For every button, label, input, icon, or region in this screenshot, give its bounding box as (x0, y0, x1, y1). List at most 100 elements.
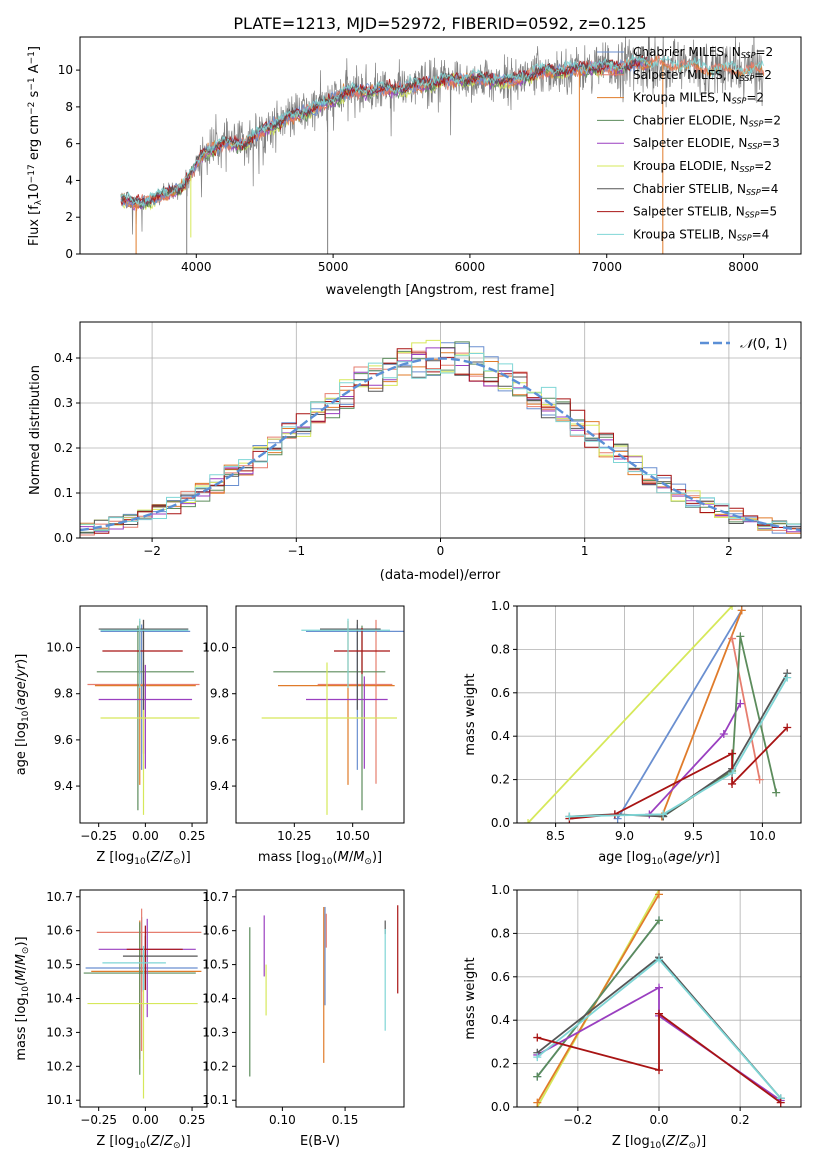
figure-title: PLATE=1213, MJD=52972, FIBERID=0592, z=0… (233, 14, 646, 33)
plot-area (120, 37, 765, 254)
legend-entry: Kroupa MILES, NSSP=2 (633, 91, 764, 106)
y-axis-label: age [log10(age/yr)] (14, 654, 31, 776)
axes-frame (79, 605, 208, 824)
y-tick-label: 2 (65, 210, 73, 224)
y-tick-label: 10.0 (202, 641, 229, 655)
series-salpeter-elodie (648, 703, 742, 815)
x-tick-label: 0.00 (132, 829, 159, 843)
spectrum-panel: 4000 5000 6000 7000 8000 0 2 4 6 8 10 wavelength [A… (27, 36, 802, 298)
y-axis-label: mass weight (463, 673, 478, 755)
y-tick-label: 0.2 (491, 1057, 510, 1071)
marker-plus (728, 779, 737, 788)
marker-plus (776, 1098, 785, 1107)
y-tick-label: 10.4 (202, 992, 229, 1006)
legend-entry: Chabrier ELODIE, NSSP=2 (633, 113, 781, 128)
y-tick-label: 0.6 (491, 686, 510, 700)
y-tick-label: 9.6 (210, 733, 229, 747)
x-tick-label: 10.0 (749, 829, 776, 843)
legend-entry: Kroupa ELODIE, NSSP=2 (633, 159, 772, 174)
x-axis-label: age [log10(age/yr)] (598, 850, 720, 867)
marker-plus (728, 634, 737, 643)
marker-plus (533, 1053, 542, 1062)
series-salpeter-miles (731, 638, 761, 780)
x-tick-label: 0.00 (132, 1113, 159, 1127)
legend-entry: Salpeter ELODIE, NSSP=3 (633, 136, 780, 151)
y-tick-label: 10.6 (46, 924, 73, 938)
marker-plus (737, 606, 746, 615)
plot-area (533, 890, 785, 1107)
series-kroupa-elodie (527, 606, 733, 823)
marker-plus (565, 812, 574, 821)
y-tick-label: 0.4 (54, 351, 73, 365)
marker-plus (755, 775, 764, 784)
marker-plus (736, 632, 745, 641)
legend-entry: Chabrier MILES, NSSP=2 (633, 45, 773, 60)
x-axis-label: Z [log10(Z/Z⊙)] (612, 1134, 706, 1151)
marker-plus (659, 810, 668, 819)
series-kroupa-miles (660, 609, 743, 817)
marker-plus (783, 673, 792, 682)
marker-plus (533, 1098, 542, 1107)
y-tick-label: 0.8 (491, 642, 510, 656)
y-axis-label: mass weight (463, 957, 478, 1039)
marker-plus (719, 730, 728, 739)
marker-plus (728, 769, 737, 778)
x-tick-label: 0.2 (731, 1113, 750, 1127)
ebv-mass-panel: 0.10 0.15 10.1 10.2 10.3 10.4 10.5 10.6 10.7 E(B-… (202, 889, 405, 1149)
x-tick-label: 2 (725, 544, 733, 558)
y-tick-label: 0.6 (491, 970, 510, 984)
x-tick-label: 4000 (181, 260, 212, 274)
y-axis-label: mass [log10(M/M⊙)] (14, 936, 31, 1060)
y-tick-label: 0.0 (491, 816, 510, 830)
x-tick-label: 8000 (728, 260, 759, 274)
marker-plus (728, 749, 737, 758)
y-tick-label: 10.7 (46, 890, 73, 904)
residual-histogram-panel: −2 −1 0 1 2 0.0 0.1 0.2 0.3 0.4 (data-model)/error… (28, 321, 802, 583)
x-tick-label: −0.2 (563, 1113, 592, 1127)
y-tick-label: 10.1 (202, 1093, 229, 1107)
y-tick-label: 1.0 (491, 599, 510, 613)
gaussian-curve (80, 357, 801, 532)
x-tick-label: 1 (581, 544, 589, 558)
x-tick-label: 9.5 (684, 829, 703, 843)
x-tick-label: 0.10 (269, 1113, 296, 1127)
y-tick-label: 0.0 (491, 1100, 510, 1114)
series-chabrier-miles (616, 609, 743, 820)
axes-frame (79, 36, 802, 255)
y-tick-label: 10.2 (46, 1059, 73, 1073)
x-tick-label: 0.25 (179, 1113, 206, 1127)
y-tick-label: 0.2 (491, 773, 510, 787)
x-tick-label: 10.25 (277, 829, 311, 843)
y-tick-label: 9.4 (54, 779, 73, 793)
y-tick-label: 10.5 (202, 958, 229, 972)
model-spectrum-kroupa-stelib (120, 54, 765, 208)
y-tick-label: 10.0 (46, 641, 73, 655)
marker-plus (655, 890, 663, 899)
series-salpeter-stelib (537, 1011, 782, 1104)
legend-entry: Salpeter MILES, NSSP=2 (633, 68, 772, 83)
marker-plus (655, 955, 663, 964)
y-tick-label: 1.0 (491, 883, 510, 897)
marker-plus (655, 916, 663, 925)
y-tick-label: 0.3 (54, 396, 73, 410)
x-tick-label: 6000 (455, 260, 486, 274)
y-tick-label: 10 (58, 63, 73, 77)
x-tick-label: 10.50 (335, 829, 369, 843)
y-axis-label: Normed distribution (28, 365, 43, 495)
x-tick-label: 8.5 (546, 829, 565, 843)
z-age-panel: −0.25 0.00 0.25 9.4 9.6 9.8 10.0 Z [log10(Z/Z⊙)… (14, 605, 208, 867)
x-tick-label: −0.25 (80, 829, 117, 843)
y-tick-label: 4 (65, 173, 73, 187)
legend-entry: 𝒩(0, 1) (740, 337, 787, 352)
marker-plus (655, 983, 663, 992)
x-tick-label: −1 (287, 544, 305, 558)
x-tick-label: 7000 (591, 260, 622, 274)
y-tick-label: 0.4 (491, 729, 510, 743)
x-tick-label: 9.0 (615, 829, 634, 843)
y-tick-label: 10.7 (202, 890, 229, 904)
y-tick-label: 9.4 (210, 779, 229, 793)
y-tick-label: 10.3 (202, 1025, 229, 1039)
plot-area (80, 339, 801, 538)
x-tick-label: 0.15 (332, 1113, 359, 1127)
